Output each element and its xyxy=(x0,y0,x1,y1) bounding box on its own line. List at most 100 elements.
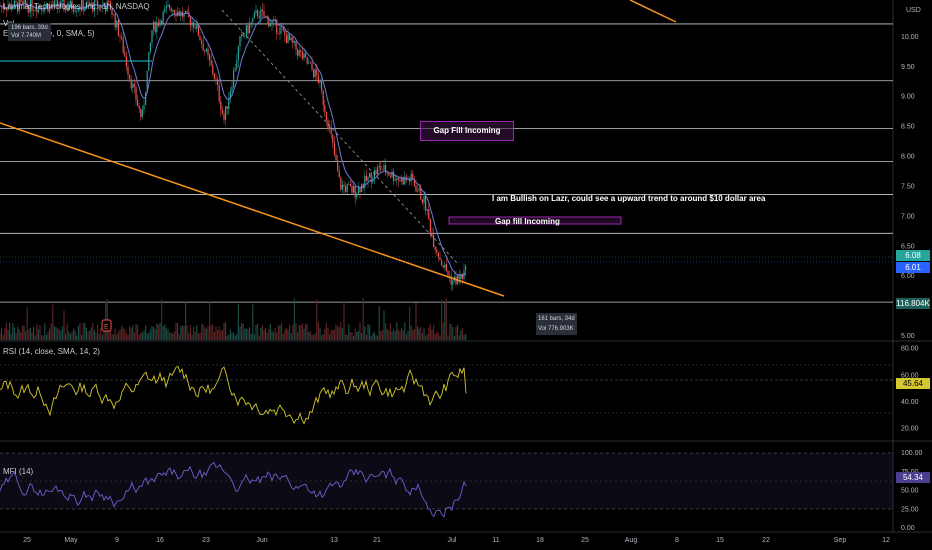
volume-bar xyxy=(175,322,177,340)
candle-body xyxy=(138,105,140,109)
candle-body xyxy=(111,9,113,15)
candle-body xyxy=(452,280,454,285)
candle-body xyxy=(52,5,54,7)
volume-bar xyxy=(138,334,140,340)
volume-bar xyxy=(207,326,209,340)
candle-body xyxy=(322,90,324,106)
candle-body xyxy=(402,177,404,185)
symbol-title[interactable]: Luminar Technologies, Inc., 1h, NASDAQ xyxy=(3,2,150,11)
volume-bar xyxy=(281,322,283,340)
volume-bar xyxy=(381,329,383,340)
rsi-axis-ticks[interactable]: 80.00 60.00 40.00 20.00 xyxy=(901,346,919,433)
time-tick-0: 25 xyxy=(23,537,31,544)
candle-body xyxy=(353,186,355,193)
candle-body xyxy=(186,10,188,12)
volume-bar xyxy=(18,329,20,340)
measure-badge-top: 196 bars, 39d Vol 7.740M xyxy=(8,23,51,41)
volume-bar xyxy=(343,300,345,340)
volume-bar xyxy=(97,324,99,340)
candle-body xyxy=(199,35,201,41)
volume-bar xyxy=(335,324,337,340)
candle-body xyxy=(335,154,337,161)
dashed-channel-line[interactable] xyxy=(221,9,459,265)
candle-body xyxy=(346,184,348,192)
volume-bar xyxy=(191,334,193,340)
gap-fill-annotation-2[interactable]: Gap fill Incoming xyxy=(495,217,560,226)
volume-bar xyxy=(114,328,116,340)
candle-body xyxy=(437,252,439,258)
volume-bar xyxy=(223,322,225,340)
bullish-note-annotation[interactable]: I am Bullish on Lazr, could see a upward… xyxy=(492,194,766,203)
candle-body xyxy=(289,34,291,41)
mfi-tick-2: 50.00 xyxy=(901,488,919,495)
candle-body xyxy=(354,186,356,198)
candle-body xyxy=(191,22,193,26)
volume-bar xyxy=(319,328,321,340)
earnings-marker[interactable] xyxy=(101,319,112,332)
mfi-legend[interactable]: MFI (14) xyxy=(3,467,34,476)
volume-bar xyxy=(450,323,452,340)
time-tick-11: 25 xyxy=(581,537,589,544)
volume-bar xyxy=(301,323,303,340)
volume-bar xyxy=(367,324,369,340)
candle-body xyxy=(250,21,252,25)
volume-bar xyxy=(68,331,70,340)
volume-bar xyxy=(421,332,423,340)
volume-bar xyxy=(397,329,399,340)
volume-bar xyxy=(186,324,188,340)
volume-bar xyxy=(375,335,377,340)
volume-bar xyxy=(164,324,166,340)
volume-bar xyxy=(460,330,462,340)
descending-trendline[interactable] xyxy=(0,122,505,297)
candle-body xyxy=(161,20,163,24)
volume-bar xyxy=(47,331,49,340)
gap-fill-zone-2[interactable] xyxy=(448,216,622,225)
mfi-tick-3: 25.00 xyxy=(901,506,919,513)
price-tick-2: 9.00 xyxy=(901,94,915,101)
volume-bar xyxy=(341,327,343,340)
volume-bar xyxy=(434,333,436,340)
volume-bar xyxy=(12,323,14,340)
mfi-tick-4: 0.00 xyxy=(901,525,915,532)
candle-body xyxy=(143,105,145,110)
volume-bar xyxy=(423,328,425,340)
candle-body xyxy=(2,5,4,9)
volume-bar xyxy=(353,335,355,340)
candle-body xyxy=(255,10,257,13)
upper-trendline-fragment[interactable] xyxy=(629,0,677,23)
candle-body xyxy=(426,209,428,211)
candle-body xyxy=(385,165,387,174)
candle-body xyxy=(431,232,433,235)
candle-body xyxy=(290,37,292,41)
volume-bar xyxy=(202,324,204,340)
candle-body xyxy=(305,53,307,57)
candle-body xyxy=(145,92,147,106)
time-axis-ticks[interactable]: 25 May 9 16 23 Jun 13 21 Jul 11 18 25 Aug 8 15 22 Sep 12 xyxy=(23,537,890,544)
measure-badge-bottom-vol: Vol 776.903K xyxy=(538,326,574,332)
volume-bar xyxy=(205,328,207,340)
volume-bar xyxy=(316,299,318,340)
candle-body xyxy=(295,41,297,50)
candle-body xyxy=(271,21,273,25)
volume-bar xyxy=(189,324,191,340)
volume-bar xyxy=(359,322,361,340)
candle-body xyxy=(444,264,446,268)
volume-bar xyxy=(60,330,62,340)
candle-body xyxy=(25,0,27,6)
volume-bar xyxy=(282,333,284,340)
volume-bar xyxy=(98,333,100,340)
candle-body xyxy=(5,9,7,11)
volume-bar xyxy=(84,323,86,340)
candle-body xyxy=(41,7,43,11)
gap-fill-annotation-1[interactable]: Gap Fill Incoming xyxy=(420,121,514,141)
volume-bar xyxy=(23,325,25,340)
candle-body xyxy=(404,176,406,185)
candle-body xyxy=(349,184,351,187)
candle-body xyxy=(10,3,12,10)
volume-bar xyxy=(329,334,331,340)
volume-bar xyxy=(25,330,27,340)
candle-body xyxy=(101,4,103,9)
rsi-legend[interactable]: RSI (14, close, SMA, 14, 2) xyxy=(3,347,100,356)
volume-bar xyxy=(149,329,151,340)
